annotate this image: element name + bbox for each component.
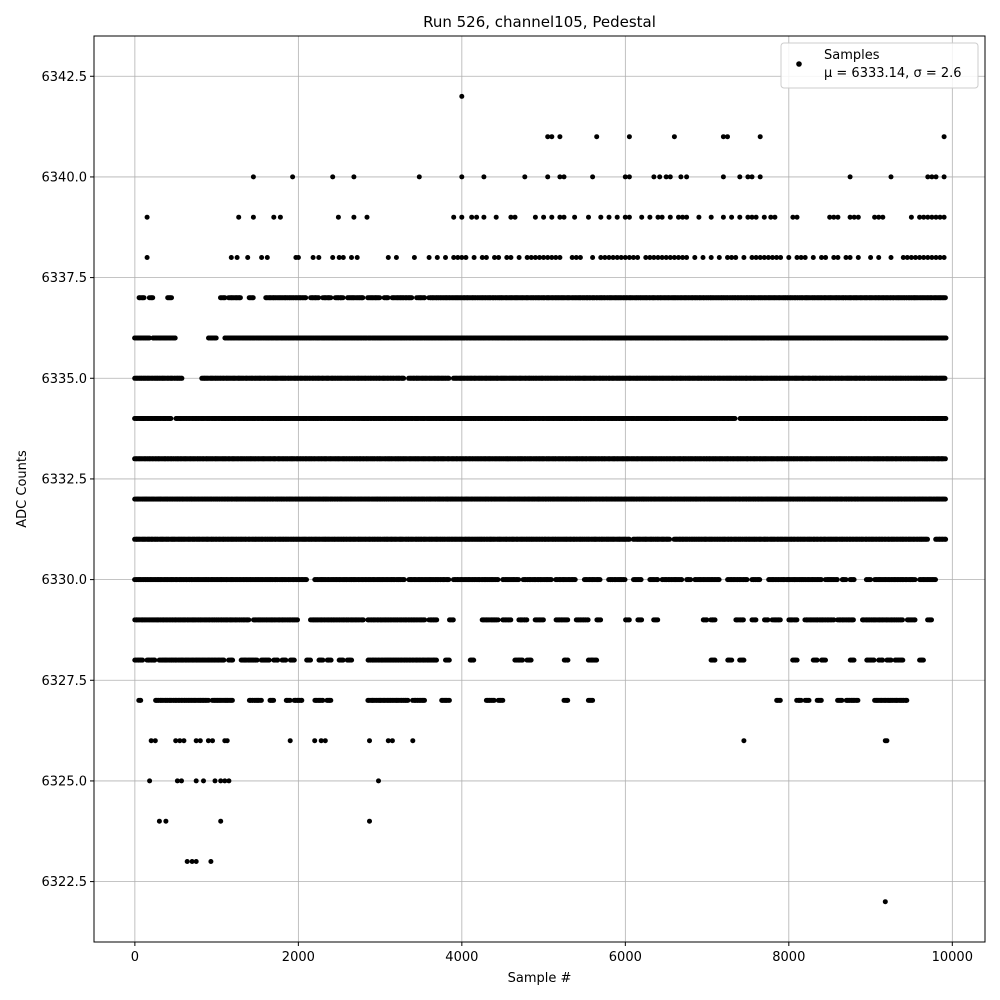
data-point — [385, 295, 391, 301]
data-point — [222, 295, 228, 301]
data-point — [213, 335, 219, 341]
data-point — [179, 375, 185, 381]
data-point — [942, 496, 948, 502]
data-point — [360, 295, 366, 301]
data-point — [141, 295, 147, 301]
data-point — [943, 416, 949, 421]
data-point — [401, 375, 407, 381]
data-point — [172, 335, 178, 341]
data-point — [328, 295, 334, 301]
data-point — [303, 295, 309, 301]
data-point — [409, 295, 415, 301]
data-point — [422, 295, 428, 301]
data-point — [942, 456, 948, 462]
data-point — [147, 335, 152, 341]
data-point — [237, 295, 243, 301]
data-point — [169, 295, 174, 301]
data-point — [150, 295, 156, 301]
data-points — [132, 93, 949, 905]
data-point — [250, 295, 256, 301]
data-point — [943, 335, 949, 341]
data-point — [446, 375, 452, 381]
data-point — [732, 416, 738, 421]
data-point — [316, 295, 322, 301]
data-point — [340, 295, 346, 301]
data-point — [942, 295, 948, 301]
data-point — [942, 375, 948, 381]
data-point — [377, 295, 383, 301]
data-point — [168, 416, 174, 421]
